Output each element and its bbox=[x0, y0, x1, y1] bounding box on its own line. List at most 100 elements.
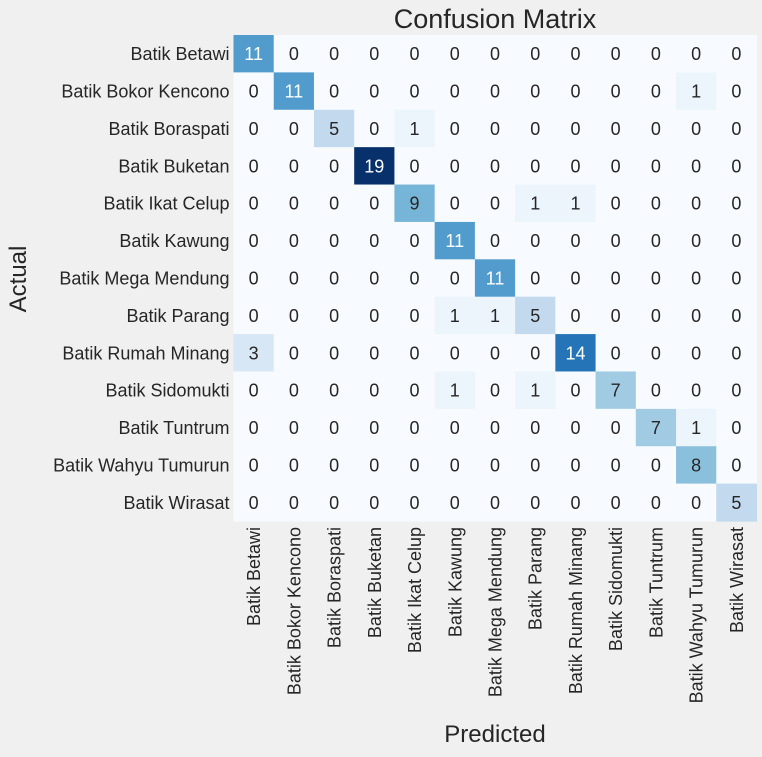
heatmap-cell bbox=[394, 371, 436, 410]
cell-value-label: 0 bbox=[731, 343, 741, 363]
x-tick-label: Batik Tuntrum bbox=[646, 527, 666, 638]
heatmap-cell bbox=[716, 446, 758, 485]
cell-value-label: 0 bbox=[249, 82, 259, 102]
heatmap-cell bbox=[676, 221, 717, 260]
heatmap-cell bbox=[515, 259, 556, 298]
cell-value-label: 0 bbox=[691, 194, 701, 214]
y-tick-label: Batik Betawi bbox=[130, 44, 229, 64]
cell-value-label: 0 bbox=[450, 493, 460, 513]
x-tick-label: Batik Wirasat bbox=[727, 527, 747, 633]
heatmap-cell bbox=[354, 147, 396, 186]
heatmap-cell bbox=[273, 334, 315, 373]
y-tick-label: Batik Boraspati bbox=[108, 119, 229, 139]
heatmap-cell bbox=[635, 221, 677, 260]
heatmap-cell bbox=[555, 35, 597, 73]
y-tick-label: Batik Kawung bbox=[119, 231, 229, 251]
cell-value-label: 0 bbox=[731, 156, 741, 176]
heatmap-cell bbox=[313, 109, 355, 148]
cell-value-label: 0 bbox=[691, 381, 701, 401]
cell-value-label: 0 bbox=[369, 119, 379, 139]
heatmap-cell bbox=[595, 371, 637, 410]
heatmap-cell bbox=[434, 72, 476, 111]
heatmap-cell bbox=[394, 446, 436, 485]
heatmap-cell bbox=[555, 408, 597, 447]
cell-value-label: 0 bbox=[530, 119, 540, 139]
cell-value-label: 0 bbox=[410, 493, 420, 513]
heatmap-cell bbox=[595, 446, 637, 485]
cell-value-label: 5 bbox=[329, 119, 339, 139]
cell-value-label: 0 bbox=[651, 493, 661, 513]
cell-value-label: 0 bbox=[450, 455, 460, 475]
heatmap-cell bbox=[233, 184, 275, 223]
heatmap-cell bbox=[676, 35, 717, 73]
heatmap-cell bbox=[595, 259, 637, 298]
y-tick-label: Batik Parang bbox=[126, 306, 229, 326]
cell-value-label: 0 bbox=[651, 269, 661, 289]
heatmap-cell bbox=[716, 109, 758, 148]
heatmap-cells bbox=[233, 35, 758, 522]
cell-value-label: 0 bbox=[289, 306, 299, 326]
heatmap-cell bbox=[555, 72, 597, 111]
heatmap-cell bbox=[354, 446, 396, 485]
y-tick-label: Batik Ikat Celup bbox=[103, 194, 229, 214]
cell-value-label: 0 bbox=[410, 156, 420, 176]
cell-value-label: 0 bbox=[651, 306, 661, 326]
cell-value-label: 0 bbox=[289, 44, 299, 64]
heatmap-cell bbox=[434, 221, 476, 260]
heatmap-cell bbox=[394, 483, 436, 522]
cell-value-label: 0 bbox=[329, 306, 339, 326]
cell-value-label: 0 bbox=[611, 194, 621, 214]
cell-value-label: 0 bbox=[611, 269, 621, 289]
cell-value-label: 0 bbox=[490, 231, 500, 251]
heatmap-cell bbox=[394, 72, 436, 111]
heatmap-cell bbox=[354, 259, 396, 298]
cell-value-label: 0 bbox=[249, 418, 259, 438]
cell-value-label: 0 bbox=[570, 455, 580, 475]
cell-value-label: 0 bbox=[570, 156, 580, 176]
y-tick-label: Batik Mega Mendung bbox=[59, 269, 229, 289]
heatmap-cell bbox=[273, 109, 315, 148]
heatmap-cell bbox=[434, 296, 476, 335]
heatmap-cell bbox=[555, 259, 597, 298]
cell-value-label: 0 bbox=[450, 194, 460, 214]
heatmap-cell bbox=[273, 446, 315, 485]
y-tick-label: Batik Sidomukti bbox=[105, 381, 229, 401]
cell-value-label: 0 bbox=[329, 82, 339, 102]
heatmap-cell bbox=[233, 221, 275, 260]
heatmap-cell bbox=[474, 259, 516, 298]
cell-value-label: 0 bbox=[450, 119, 460, 139]
heatmap-cell bbox=[515, 296, 556, 335]
cell-value-label: 0 bbox=[691, 44, 701, 64]
y-tick-label: Batik Tuntrum bbox=[118, 418, 229, 438]
cell-value-label: 0 bbox=[731, 231, 741, 251]
heatmap-cell bbox=[313, 483, 355, 522]
cell-value-label: 0 bbox=[450, 418, 460, 438]
heatmap-cell bbox=[716, 371, 758, 410]
heatmap-cell bbox=[354, 408, 396, 447]
cell-value-label: 0 bbox=[450, 343, 460, 363]
cell-value-label: 0 bbox=[289, 156, 299, 176]
cell-value-label: 1 bbox=[490, 306, 500, 326]
cell-value-label: 0 bbox=[611, 231, 621, 251]
cell-value-label: 7 bbox=[651, 418, 661, 438]
cell-value-label: 0 bbox=[731, 418, 741, 438]
heatmap-cell bbox=[595, 483, 637, 522]
cell-value-label: 5 bbox=[731, 493, 741, 513]
heatmap-cell bbox=[595, 109, 637, 148]
heatmap-cell bbox=[394, 109, 436, 148]
heatmap-cell bbox=[635, 259, 677, 298]
cell-value-label: 0 bbox=[530, 455, 540, 475]
cell-value-label: 8 bbox=[691, 455, 701, 475]
heatmap-cell bbox=[313, 259, 355, 298]
cell-value-label: 0 bbox=[369, 44, 379, 64]
cell-value-label: 1 bbox=[530, 381, 540, 401]
cell-value-label: 0 bbox=[651, 194, 661, 214]
heatmap-cell bbox=[434, 334, 476, 373]
heatmap-cell bbox=[676, 483, 717, 522]
heatmap-cell bbox=[434, 109, 476, 148]
cell-value-label: 0 bbox=[369, 381, 379, 401]
cell-value-label: 3 bbox=[249, 343, 259, 363]
y-tick-label: Batik Buketan bbox=[118, 156, 229, 176]
heatmap-cell bbox=[273, 147, 315, 186]
